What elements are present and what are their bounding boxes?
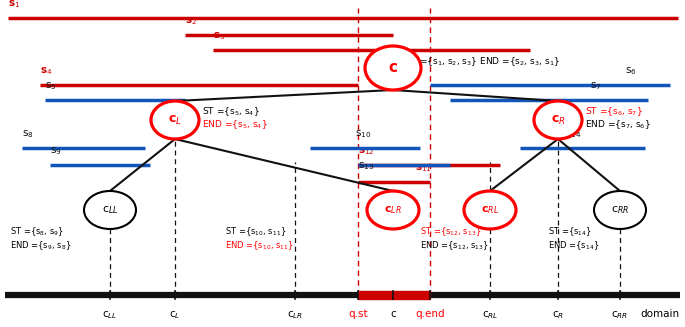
Text: s$_4$: s$_4$ [40, 65, 53, 77]
Text: s$_8$: s$_8$ [22, 128, 34, 140]
Text: ST ={s$_{10}$, s$_{11}$}: ST ={s$_{10}$, s$_{11}$} [225, 226, 286, 238]
Text: ST ={s$_5$, s$_4$}: ST ={s$_5$, s$_4$} [202, 106, 260, 118]
Text: c: c [390, 309, 396, 319]
Text: c$_L$: c$_L$ [169, 309, 181, 321]
Text: c$_{RL}$: c$_{RL}$ [482, 309, 498, 321]
Text: s$_{10}$: s$_{10}$ [355, 128, 371, 140]
Text: s$_5$: s$_5$ [45, 80, 56, 92]
Text: ST ={s$_6$, s$_7$}: ST ={s$_6$, s$_7$} [585, 106, 643, 118]
Text: c: c [388, 60, 397, 76]
Text: s$_9$: s$_9$ [50, 145, 62, 157]
Text: s$_{12}$: s$_{12}$ [358, 145, 375, 157]
Bar [358, 291, 430, 299]
Ellipse shape [367, 191, 419, 229]
Text: s$_1$: s$_1$ [8, 0, 21, 10]
Text: c$_{LR}$: c$_{LR}$ [287, 309, 303, 321]
Text: s$_2$: s$_2$ [185, 15, 197, 27]
Text: ST ={s$_{12}$, s$_{13}$}: ST ={s$_{12}$, s$_{13}$} [420, 226, 482, 238]
Text: END ={s$_9$, s$_8$}: END ={s$_9$, s$_8$} [10, 240, 71, 252]
Text: ST ={s$_1$, s$_2$, s$_3$} END ={s$_2$, s$_3$, s$_1$}: ST ={s$_1$, s$_2$, s$_3$} END ={s$_2$, s… [405, 56, 560, 68]
Text: c$_{LR}$: c$_{LR}$ [384, 204, 402, 216]
Ellipse shape [594, 191, 646, 229]
Text: s$_{11}$: s$_{11}$ [415, 162, 432, 174]
Ellipse shape [84, 191, 136, 229]
Text: END ={s$_{12}$, s$_{13}$}: END ={s$_{12}$, s$_{13}$} [420, 240, 489, 252]
Text: ST ={s$_{14}$}: ST ={s$_{14}$} [548, 226, 592, 238]
Text: END ={s$_7$, s$_6$}: END ={s$_7$, s$_6$} [585, 119, 651, 131]
Ellipse shape [151, 101, 199, 139]
Text: c$_{RR}$: c$_{RR}$ [611, 204, 629, 216]
Text: domain: domain [640, 309, 680, 319]
Ellipse shape [534, 101, 582, 139]
Ellipse shape [365, 46, 421, 90]
Text: c$_{LL}$: c$_{LL}$ [102, 309, 118, 321]
Text: c$_{RR}$: c$_{RR}$ [612, 309, 629, 321]
Text: c$_R$: c$_R$ [551, 113, 565, 127]
Text: c$_{RL}$: c$_{RL}$ [481, 204, 499, 216]
Text: c$_L$: c$_L$ [168, 113, 182, 127]
Text: s$_7$: s$_7$ [590, 80, 601, 92]
Text: END ={s$_5$, s$_4$}: END ={s$_5$, s$_4$} [202, 119, 268, 131]
Text: s$_{13}$: s$_{13}$ [358, 160, 374, 172]
Text: END ={s$_{14}$}: END ={s$_{14}$} [548, 240, 599, 252]
Text: ST ={s$_8$, s$_9$}: ST ={s$_8$, s$_9$} [10, 226, 64, 238]
Text: c$_R$: c$_R$ [552, 309, 564, 321]
Ellipse shape [464, 191, 516, 229]
Text: s$_{14}$: s$_{14}$ [565, 128, 582, 140]
Text: c$_{LL}$: c$_{LL}$ [102, 204, 119, 216]
Text: END ={s$_{10}$, s$_{11}$}: END ={s$_{10}$, s$_{11}$} [225, 240, 294, 252]
Text: q.st: q.st [348, 309, 368, 319]
Text: s$_6$: s$_6$ [625, 65, 636, 77]
Text: q.end: q.end [415, 309, 445, 319]
Text: s$_3$: s$_3$ [213, 30, 225, 42]
